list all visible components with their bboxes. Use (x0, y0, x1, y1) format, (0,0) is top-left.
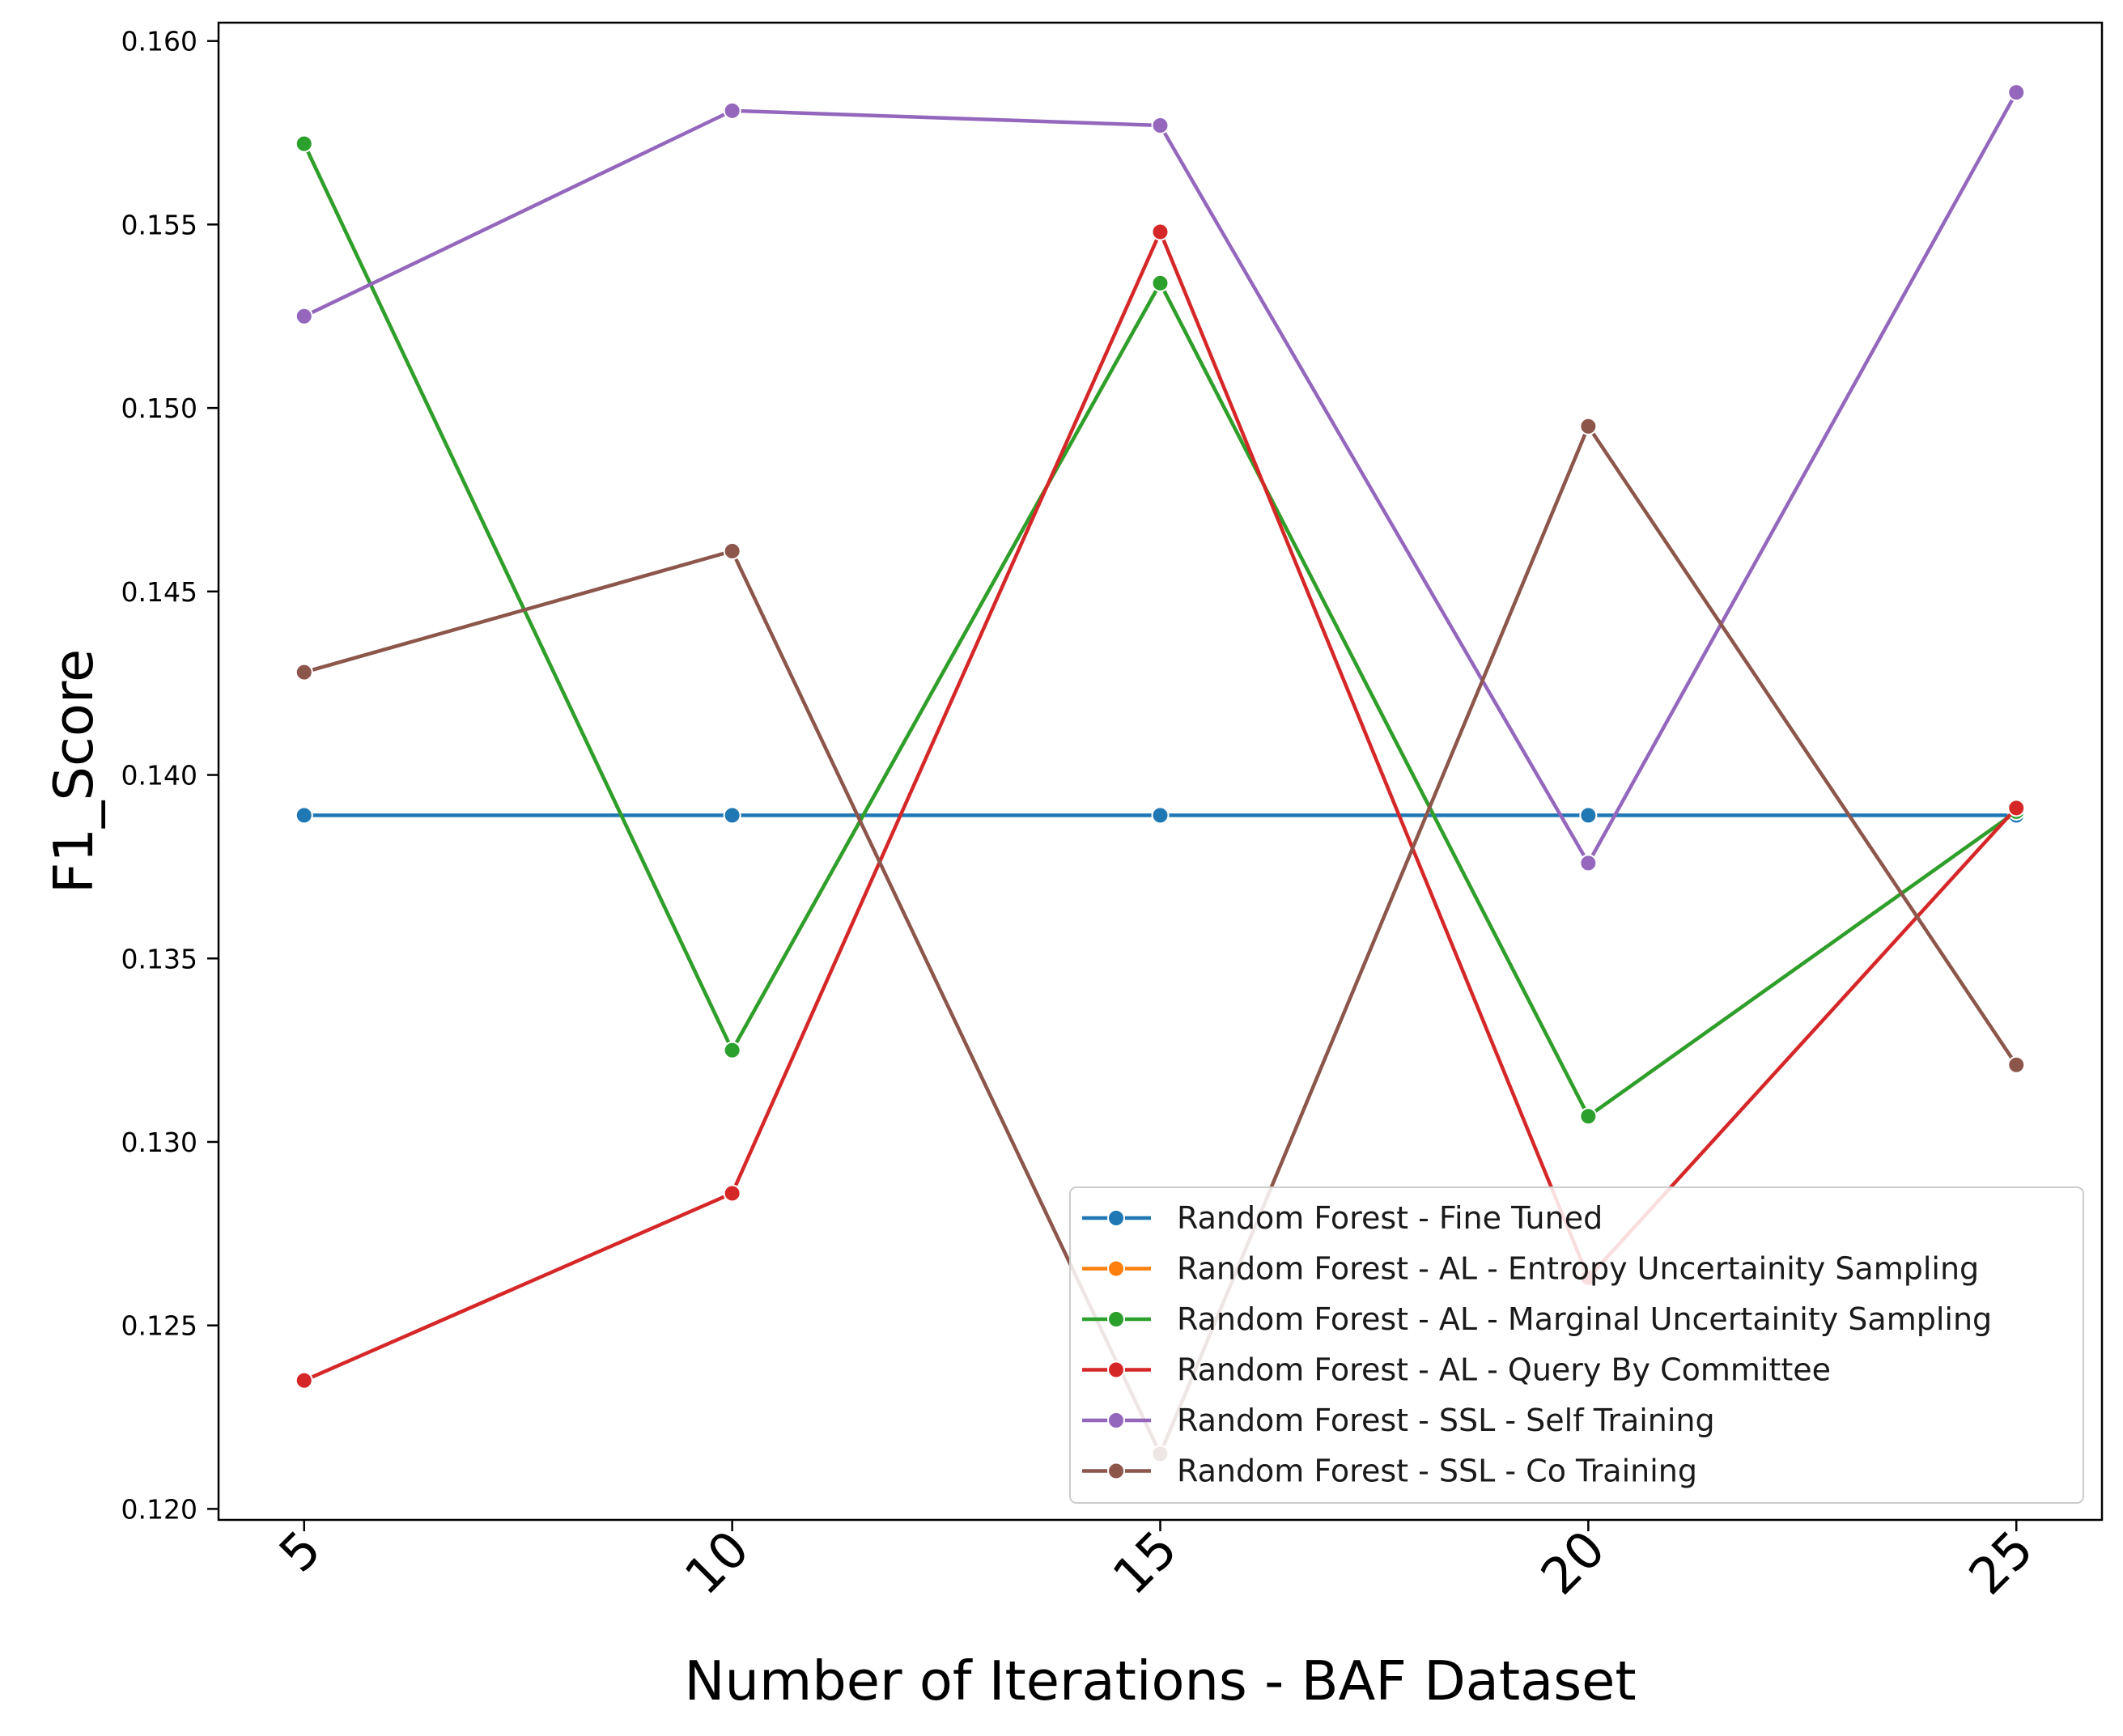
x-axis-title: Number of Iterations - BAF Dataset (684, 1649, 1636, 1713)
data-point (295, 1371, 313, 1390)
y-tick-label: 0.125 (121, 1310, 197, 1342)
legend-label: Random Forest - AL - Entropy Uncertainit… (1177, 1251, 1979, 1287)
legend: Random Forest - Fine Tuned Random Forest … (1069, 1186, 2084, 1504)
legend-marker (1107, 1310, 1125, 1328)
data-point (723, 1184, 741, 1203)
legend-marker (1107, 1209, 1125, 1227)
data-point (1151, 274, 1170, 292)
legend-marker (1107, 1462, 1125, 1480)
data-point (295, 806, 313, 825)
y-tick-label: 0.160 (121, 26, 197, 57)
legend-marker (1107, 1360, 1125, 1379)
data-point (1151, 116, 1170, 134)
data-point (1579, 854, 1598, 872)
data-point (1579, 417, 1598, 435)
y-tick-label: 0.145 (121, 576, 197, 608)
data-point (1151, 223, 1170, 241)
data-point (1151, 806, 1170, 825)
data-point (723, 1041, 741, 1059)
y-axis-title: F1_Score (42, 649, 105, 893)
y-tick-label: 0.120 (121, 1493, 197, 1525)
data-point (2007, 83, 2026, 102)
legend-label: Random Forest - AL - Marginal Uncertaini… (1177, 1301, 1992, 1337)
data-point (2007, 1055, 2026, 1074)
data-point (1579, 1107, 1598, 1126)
data-point (723, 101, 741, 120)
data-point (295, 134, 313, 153)
legend-label: Random Forest - SSL - Self Training (1177, 1403, 1715, 1438)
legend-box (1069, 1186, 2084, 1504)
y-axis: 0.120 0.125 0.130 0.135 0.140 0.145 0.150 0.155… (121, 26, 219, 1525)
y-tick-label: 0.130 (121, 1127, 197, 1158)
y-tick-label: 0.150 (121, 393, 197, 424)
data-point (723, 806, 741, 825)
y-tick-label: 0.135 (121, 943, 197, 974)
y-tick-label: 0.155 (121, 209, 197, 240)
data-point (2007, 799, 2026, 817)
legend-label: Random Forest - SSL - Co Training (1177, 1454, 1697, 1489)
legend-label: Random Forest - Fine Tuned (1177, 1200, 1603, 1236)
legend-marker (1107, 1411, 1125, 1429)
data-point (1579, 806, 1598, 825)
series-4 (295, 83, 2026, 872)
legend-marker (1107, 1259, 1125, 1278)
data-point (295, 307, 313, 325)
y-tick-label: 0.140 (121, 760, 197, 792)
data-point (723, 541, 741, 560)
legend-label: Random Forest - AL - Query By Committee (1177, 1352, 1831, 1388)
data-point (295, 663, 313, 681)
